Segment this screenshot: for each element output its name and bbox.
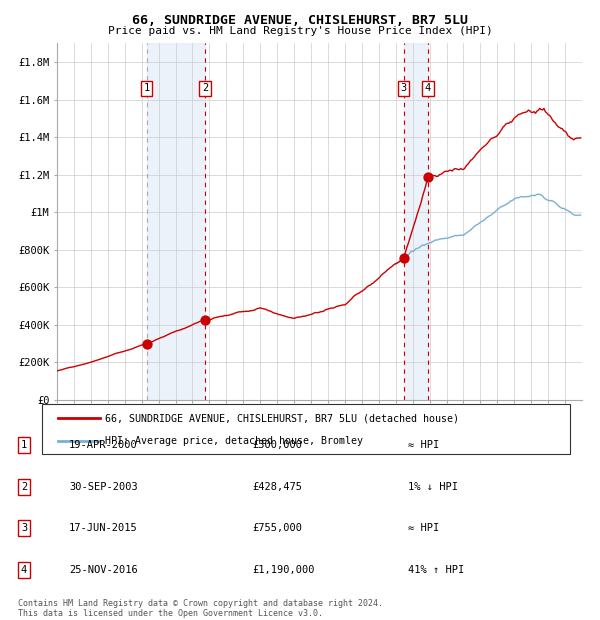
- Text: 17-JUN-2015: 17-JUN-2015: [69, 523, 138, 533]
- Text: 1: 1: [143, 84, 150, 94]
- Point: [399, 254, 409, 264]
- Text: 25-NOV-2016: 25-NOV-2016: [69, 565, 138, 575]
- Text: ≈ HPI: ≈ HPI: [408, 440, 439, 450]
- Text: 1: 1: [21, 440, 27, 450]
- Point: [142, 339, 151, 348]
- Text: 2: 2: [202, 84, 208, 94]
- Text: HPI: Average price, detached house, Bromley: HPI: Average price, detached house, Brom…: [106, 436, 364, 446]
- Text: 3: 3: [400, 84, 407, 94]
- Bar: [404, 43, 428, 400]
- Text: £428,475: £428,475: [252, 482, 302, 492]
- Text: 30-SEP-2003: 30-SEP-2003: [69, 482, 138, 492]
- Point: [423, 172, 433, 182]
- FancyBboxPatch shape: [42, 404, 570, 454]
- Text: 3: 3: [21, 523, 27, 533]
- Text: £300,000: £300,000: [252, 440, 302, 450]
- Text: 2: 2: [21, 482, 27, 492]
- Text: 19-APR-2000: 19-APR-2000: [69, 440, 138, 450]
- Text: 66, SUNDRIDGE AVENUE, CHISLEHURST, BR7 5LU (detached house): 66, SUNDRIDGE AVENUE, CHISLEHURST, BR7 5…: [106, 413, 460, 423]
- Bar: [146, 43, 205, 400]
- Text: Contains HM Land Registry data © Crown copyright and database right 2024.
This d: Contains HM Land Registry data © Crown c…: [18, 599, 383, 618]
- Text: 66, SUNDRIDGE AVENUE, CHISLEHURST, BR7 5LU: 66, SUNDRIDGE AVENUE, CHISLEHURST, BR7 5…: [132, 14, 468, 27]
- Text: 4: 4: [425, 84, 431, 94]
- Point: [200, 314, 210, 324]
- Text: 41% ↑ HPI: 41% ↑ HPI: [408, 565, 464, 575]
- Text: £1,190,000: £1,190,000: [252, 565, 314, 575]
- Text: Price paid vs. HM Land Registry's House Price Index (HPI): Price paid vs. HM Land Registry's House …: [107, 26, 493, 36]
- Text: ≈ HPI: ≈ HPI: [408, 523, 439, 533]
- Text: 1% ↓ HPI: 1% ↓ HPI: [408, 482, 458, 492]
- Text: £755,000: £755,000: [252, 523, 302, 533]
- Text: 4: 4: [21, 565, 27, 575]
